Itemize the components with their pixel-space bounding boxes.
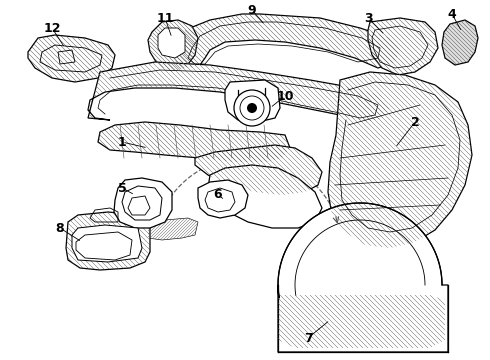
Polygon shape [198, 180, 248, 218]
Text: 3: 3 [364, 12, 372, 24]
Polygon shape [278, 203, 448, 352]
Polygon shape [98, 122, 290, 162]
Polygon shape [122, 186, 162, 220]
Polygon shape [148, 218, 198, 240]
Text: 8: 8 [56, 221, 64, 234]
Text: 7: 7 [304, 332, 313, 345]
Text: 11: 11 [156, 12, 174, 24]
Polygon shape [368, 18, 438, 75]
Polygon shape [225, 80, 280, 122]
Polygon shape [66, 212, 150, 270]
Text: 4: 4 [448, 8, 456, 21]
Polygon shape [114, 178, 172, 228]
Polygon shape [328, 72, 472, 248]
Polygon shape [72, 225, 142, 262]
Text: 5: 5 [118, 181, 126, 194]
Text: 9: 9 [247, 4, 256, 17]
Text: 6: 6 [214, 189, 222, 202]
Text: 2: 2 [411, 116, 419, 129]
Text: 10: 10 [276, 90, 294, 103]
Polygon shape [442, 20, 478, 65]
Polygon shape [195, 145, 322, 195]
Polygon shape [148, 20, 198, 72]
Polygon shape [28, 35, 115, 82]
Circle shape [247, 103, 257, 113]
Circle shape [234, 90, 270, 126]
Text: 12: 12 [43, 22, 61, 35]
Polygon shape [172, 14, 400, 68]
Polygon shape [208, 165, 322, 228]
Polygon shape [88, 62, 390, 122]
Polygon shape [158, 28, 185, 58]
Text: 1: 1 [118, 135, 126, 148]
